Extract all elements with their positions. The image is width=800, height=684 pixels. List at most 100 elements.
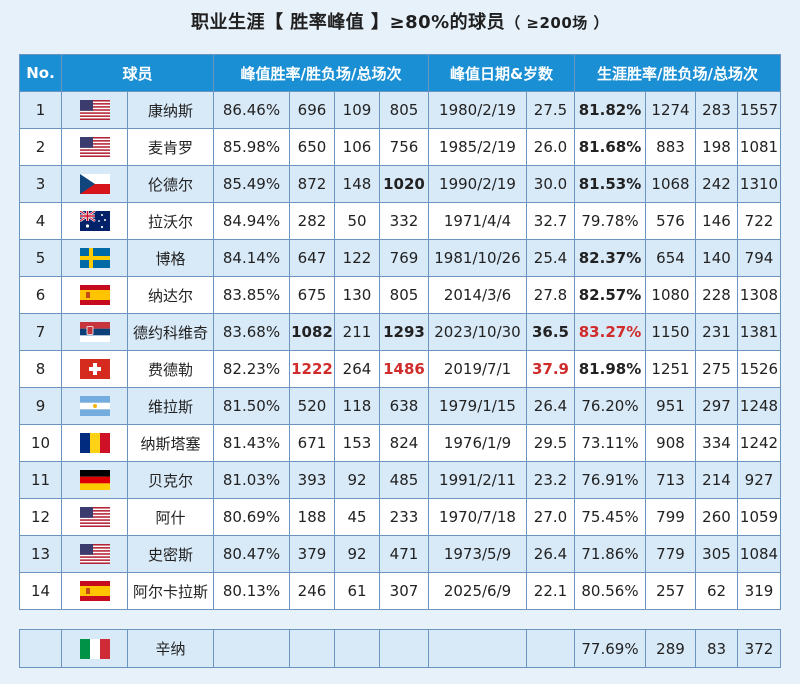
table-row: 10 纳斯塔塞 81.43% 671 153 824 1976/1/9 29.5 73.11% 9… bbox=[19, 424, 781, 462]
car-total-cell: 319 bbox=[737, 572, 781, 610]
car-pct-cell: 75.45% bbox=[574, 498, 646, 536]
extra-flag-cell bbox=[61, 629, 128, 668]
age-cell: 23.2 bbox=[526, 461, 575, 499]
car-l-cell: 228 bbox=[695, 276, 738, 314]
peak-w-cell: 1082 bbox=[289, 313, 335, 351]
car-w-cell: 713 bbox=[645, 461, 696, 499]
extra-empty bbox=[289, 629, 335, 668]
date-cell: 2019/7/1 bbox=[428, 350, 527, 388]
car-l-cell: 260 bbox=[695, 498, 738, 536]
player-name: 贝克尔 bbox=[127, 461, 214, 499]
date-cell: 2025/6/9 bbox=[428, 572, 527, 610]
serbia-flag-icon bbox=[79, 322, 110, 342]
table-row: 5 博格 84.14% 647 122 769 1981/10/26 25.4 82.37% 65… bbox=[19, 239, 781, 277]
extra-career-total: 372 bbox=[737, 629, 781, 668]
peak-total-cell: 1486 bbox=[379, 350, 429, 388]
peak-pct-cell: 80.13% bbox=[213, 572, 290, 610]
table-row: 4 拉沃尔 84.94% 282 50 332 1971/4/4 32.7 79.78% 576 1… bbox=[19, 202, 781, 240]
car-pct-cell: 79.78% bbox=[574, 202, 646, 240]
peak-pct-cell: 85.98% bbox=[213, 128, 290, 166]
flag-cell bbox=[61, 91, 128, 129]
car-l-cell: 297 bbox=[695, 387, 738, 425]
player-name: 纳达尔 bbox=[127, 276, 214, 314]
car-w-cell: 576 bbox=[645, 202, 696, 240]
table-row: 7 德约科维奇 83.68% 1082 211 1293 2023/10/30 36.5 83.… bbox=[19, 313, 781, 351]
age-cell: 27.5 bbox=[526, 91, 575, 129]
us-flag-icon bbox=[79, 137, 110, 157]
peak-pct-cell: 81.43% bbox=[213, 424, 290, 462]
peak-pct-cell: 81.03% bbox=[213, 461, 290, 499]
car-pct-cell: 76.91% bbox=[574, 461, 646, 499]
peak-w-cell: 282 bbox=[289, 202, 335, 240]
car-pct-cell: 83.27% bbox=[574, 313, 646, 351]
peak-pct-cell: 83.68% bbox=[213, 313, 290, 351]
date-cell: 1980/2/19 bbox=[428, 91, 527, 129]
table-row: 1 康纳斯 86.46% 696 109 805 1980/2/19 27.5 81.82% 12… bbox=[19, 91, 781, 129]
car-w-cell: 1068 bbox=[645, 165, 696, 203]
peak-l-cell: 211 bbox=[334, 313, 380, 351]
car-total-cell: 1242 bbox=[737, 424, 781, 462]
peak-l-cell: 148 bbox=[334, 165, 380, 203]
date-cell: 1979/1/15 bbox=[428, 387, 527, 425]
car-l-cell: 214 bbox=[695, 461, 738, 499]
extra-empty bbox=[213, 629, 290, 668]
peak-w-cell: 675 bbox=[289, 276, 335, 314]
spain-flag-icon bbox=[79, 581, 110, 601]
peak-w-cell: 1222 bbox=[289, 350, 335, 388]
car-l-cell: 198 bbox=[695, 128, 738, 166]
table-row: 2 麦肯罗 85.98% 650 106 756 1985/2/19 26.0 81.68% 88… bbox=[19, 128, 781, 166]
rank-number: 1 bbox=[19, 91, 62, 129]
extra-empty bbox=[526, 629, 575, 668]
player-name: 维拉斯 bbox=[127, 387, 214, 425]
rank-number: 4 bbox=[19, 202, 62, 240]
car-w-cell: 257 bbox=[645, 572, 696, 610]
switzerland-flag-icon bbox=[79, 359, 110, 379]
us-flag-icon bbox=[79, 544, 110, 564]
rank-number: 7 bbox=[19, 313, 62, 351]
age-cell: 26.0 bbox=[526, 128, 575, 166]
peak-l-cell: 264 bbox=[334, 350, 380, 388]
peak-total-cell: 756 bbox=[379, 128, 429, 166]
car-w-cell: 908 bbox=[645, 424, 696, 462]
australia-flag-icon bbox=[79, 211, 110, 231]
flag-cell bbox=[61, 165, 128, 203]
rank-number: 9 bbox=[19, 387, 62, 425]
date-cell: 1973/5/9 bbox=[428, 535, 527, 573]
us-flag-icon bbox=[79, 100, 110, 120]
peak-total-cell: 233 bbox=[379, 498, 429, 536]
peak-pct-cell: 84.94% bbox=[213, 202, 290, 240]
car-total-cell: 1308 bbox=[737, 276, 781, 314]
germany-flag-icon bbox=[79, 470, 110, 490]
peak-total-cell: 769 bbox=[379, 239, 429, 277]
peak-pct-cell: 85.49% bbox=[213, 165, 290, 203]
extra-table: 辛纳 77.69% 289 83 372 bbox=[19, 629, 781, 668]
header-career: 生涯胜率/胜负场/总场次 bbox=[574, 54, 781, 92]
ranking-table: No. 球员 峰值胜率/胜负场/总场次 峰值日期&岁数 生涯胜率/胜负场/总场次… bbox=[19, 54, 781, 610]
header-row: No. 球员 峰值胜率/胜负场/总场次 峰值日期&岁数 生涯胜率/胜负场/总场次 bbox=[19, 54, 781, 92]
table-row: 11 贝克尔 81.03% 393 92 485 1991/2/11 23.2 76.91% 71… bbox=[19, 461, 781, 499]
extra-empty bbox=[428, 629, 527, 668]
car-pct-cell: 82.57% bbox=[574, 276, 646, 314]
date-cell: 1981/10/26 bbox=[428, 239, 527, 277]
car-total-cell: 1526 bbox=[737, 350, 781, 388]
peak-l-cell: 118 bbox=[334, 387, 380, 425]
car-pct-cell: 71.86% bbox=[574, 535, 646, 573]
peak-total-cell: 805 bbox=[379, 276, 429, 314]
car-w-cell: 1150 bbox=[645, 313, 696, 351]
table-row: 12 阿什 80.69% 188 45 233 1970/7/18 27.0 75.45% 799… bbox=[19, 498, 781, 536]
player-name: 麦肯罗 bbox=[127, 128, 214, 166]
flag-cell bbox=[61, 313, 128, 351]
date-cell: 1971/4/4 bbox=[428, 202, 527, 240]
header-no: No. bbox=[19, 54, 62, 92]
date-cell: 1990/2/19 bbox=[428, 165, 527, 203]
car-l-cell: 275 bbox=[695, 350, 738, 388]
car-pct-cell: 81.98% bbox=[574, 350, 646, 388]
table-row: 3 伦德尔 85.49% 872 148 1020 1990/2/19 30.0 81.53% 1… bbox=[19, 165, 781, 203]
peak-pct-cell: 84.14% bbox=[213, 239, 290, 277]
table-row: 6 纳达尔 83.85% 675 130 805 2014/3/6 27.8 82.57% 108… bbox=[19, 276, 781, 314]
date-cell: 2023/10/30 bbox=[428, 313, 527, 351]
car-w-cell: 951 bbox=[645, 387, 696, 425]
flag-cell bbox=[61, 239, 128, 277]
header-player: 球员 bbox=[61, 54, 214, 92]
date-cell: 2014/3/6 bbox=[428, 276, 527, 314]
